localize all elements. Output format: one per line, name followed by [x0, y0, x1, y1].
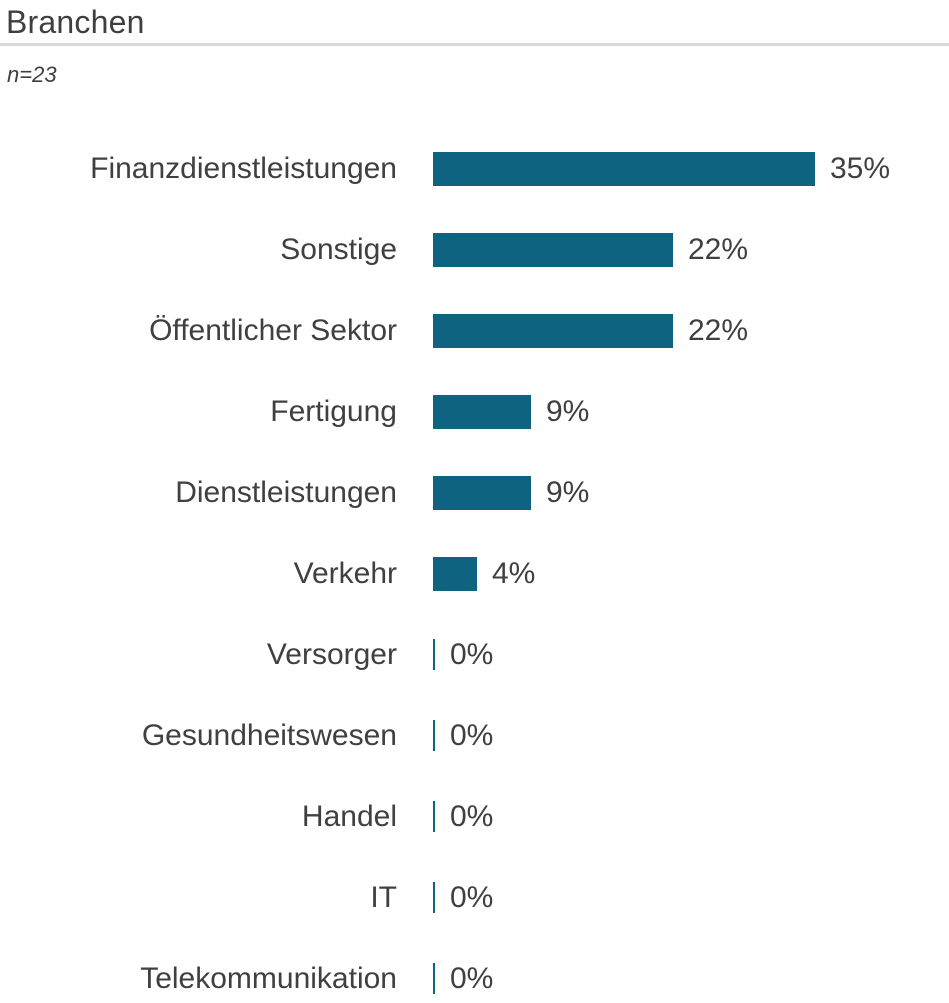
value-label: 0%: [450, 637, 494, 671]
category-label: Sonstige: [280, 232, 397, 266]
chart-row: Verkehr 4%: [0, 533, 949, 614]
bar-area: 0%: [433, 719, 493, 753]
chart-row: Sonstige 22%: [0, 209, 949, 290]
bar-area: 9%: [433, 394, 590, 429]
bar[interactable]: [433, 232, 673, 267]
category-label: Dienstleistungen: [175, 475, 397, 509]
bar[interactable]: [433, 394, 531, 429]
category-label: Öffentlicher Sektor: [149, 313, 397, 347]
category-label: Finanzdienstleistungen: [90, 151, 397, 185]
chart-row: IT 0%: [0, 857, 949, 938]
zero-tick-bar[interactable]: [433, 720, 435, 751]
value-label: 0%: [450, 880, 494, 914]
bar[interactable]: [433, 313, 673, 348]
bar-area: 35%: [433, 151, 891, 186]
value-label: 22%: [688, 313, 749, 347]
zero-tick-bar[interactable]: [433, 639, 435, 670]
bar[interactable]: [433, 475, 531, 510]
category-label: Verkehr: [293, 556, 397, 590]
chart-row: Finanzdienstleistungen 35%: [0, 128, 949, 209]
chart-row: Dienstleistungen 9%: [0, 452, 949, 533]
chart-row: Öffentlicher Sektor 22%: [0, 290, 949, 371]
sample-size-label: n=23: [7, 62, 57, 87]
bar[interactable]: [433, 151, 815, 186]
zero-tick-bar[interactable]: [433, 801, 435, 832]
bar-area: 0%: [433, 962, 493, 996]
bar-area: 4%: [433, 556, 536, 591]
value-label: 9%: [546, 475, 590, 509]
category-label: Fertigung: [270, 394, 397, 428]
category-label: IT: [370, 880, 397, 914]
zero-tick-bar[interactable]: [433, 963, 435, 994]
value-label: 4%: [492, 556, 536, 590]
category-label: Gesundheitswesen: [141, 718, 397, 752]
bar-area: 0%: [433, 881, 493, 915]
category-label: Handel: [301, 799, 397, 833]
value-label: 0%: [450, 718, 494, 752]
category-label: Versorger: [266, 637, 397, 671]
chart-row: Versorger 0%: [0, 614, 949, 695]
bar[interactable]: [433, 556, 477, 591]
chart-row: Handel 0%: [0, 776, 949, 857]
title-divider: [0, 43, 949, 46]
chart-rows: Finanzdienstleistungen 35% Sonstige 22% Öffe…: [0, 128, 949, 1003]
chart-title: Branchen: [6, 4, 145, 40]
bar-area: 22%: [433, 313, 749, 348]
bar-area: 0%: [433, 800, 493, 834]
chart-row: Telekommunikation 0%: [0, 938, 949, 1003]
value-label: 0%: [450, 799, 494, 833]
value-label: 35%: [830, 151, 891, 185]
bar-area: 0%: [433, 638, 493, 672]
bar-area: 22%: [433, 232, 749, 267]
category-label: Telekommunikation: [140, 961, 397, 995]
bar-area: 9%: [433, 475, 590, 510]
zero-tick-bar[interactable]: [433, 882, 435, 913]
chart-row: Fertigung 9%: [0, 371, 949, 452]
value-label: 22%: [688, 232, 749, 266]
value-label: 0%: [450, 961, 494, 995]
chart-row: Gesundheitswesen 0%: [0, 695, 949, 776]
value-label: 9%: [546, 394, 590, 428]
